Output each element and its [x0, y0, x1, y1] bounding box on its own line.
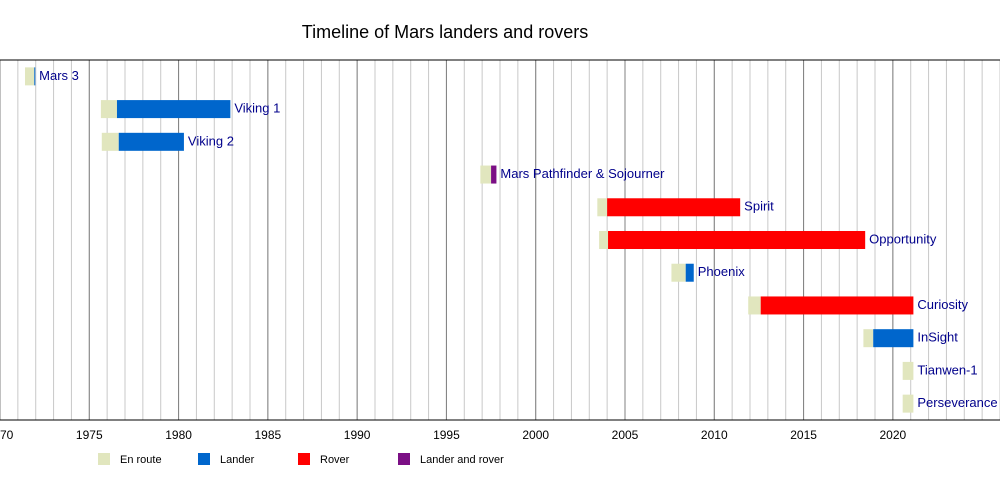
timeline-bar: [902, 361, 914, 380]
x-tick-label: 1970: [0, 428, 14, 442]
timeline-bar: [116, 100, 231, 119]
timeline-bar: [100, 100, 117, 119]
task-label: Curiosity: [917, 297, 968, 312]
timeline-bar: [491, 165, 497, 184]
x-tick-label: 2005: [612, 428, 639, 442]
timeline-bar: [480, 165, 492, 184]
x-tick-label: 2020: [880, 428, 907, 442]
legend-label: En route: [120, 454, 162, 466]
legend-swatch: [298, 453, 310, 465]
timeline-bar: [748, 296, 761, 315]
legend-label: Lander: [220, 454, 255, 466]
timeline-bar: [25, 67, 35, 86]
x-tick-label: 1990: [344, 428, 371, 442]
task-label: InSight: [917, 330, 958, 345]
x-tick-label: 2015: [790, 428, 817, 442]
legend-label: Lander and rover: [420, 454, 504, 466]
x-tick-label: 1995: [433, 428, 460, 442]
timeline-bar: [599, 231, 609, 249]
timeline-bar: [608, 231, 866, 249]
task-label: Perseverance: [917, 395, 997, 410]
legend-swatch: [198, 453, 210, 465]
legend-swatch: [398, 453, 410, 465]
task-label: Mars 3: [39, 68, 79, 83]
chart-title: Timeline of Mars landers and rovers: [302, 22, 588, 42]
task-label: Phoenix: [698, 264, 745, 279]
timeline-bar: [118, 132, 184, 151]
x-tick-label: 1980: [165, 428, 192, 442]
x-tick-label: 2010: [701, 428, 728, 442]
task-label: Viking 2: [188, 133, 234, 148]
timeline-bar: [671, 263, 686, 282]
x-tick-label: 2000: [522, 428, 549, 442]
legend-swatch: [98, 453, 110, 465]
timeline-bar: [873, 329, 914, 348]
timeline-bar: [607, 198, 741, 217]
timeline-bar: [760, 296, 914, 315]
task-label: Mars Pathfinder & Sojourner: [500, 166, 665, 181]
task-label: Tianwen-1: [917, 362, 977, 377]
timeline-bar: [902, 394, 914, 413]
legend-label: Rover: [320, 454, 350, 466]
x-tick-label: 1975: [76, 428, 103, 442]
timeline-bar: [101, 132, 119, 151]
timeline-bar: [685, 263, 694, 282]
x-tick-label: 1985: [255, 428, 282, 442]
task-label: Viking 1: [234, 101, 280, 116]
timeline-bar: [34, 67, 36, 86]
timeline-bar: [863, 329, 874, 348]
task-label: Spirit: [744, 199, 774, 214]
timeline-bar: [597, 198, 608, 217]
task-label: Opportunity: [869, 231, 937, 246]
